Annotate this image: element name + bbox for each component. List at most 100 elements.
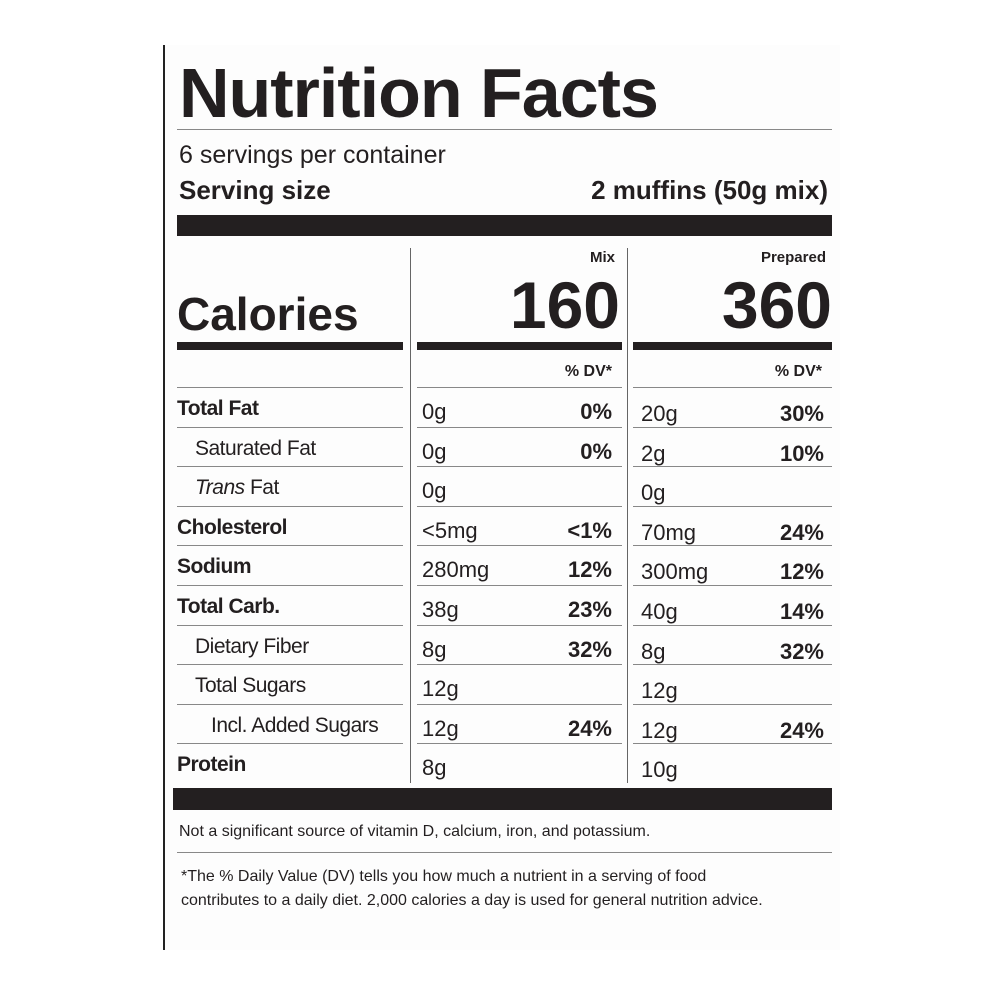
row-rule	[177, 585, 403, 586]
mix-amount: <5mg	[422, 517, 478, 543]
nutrient-name-text: Fat	[244, 476, 279, 500]
row-rule	[417, 585, 622, 586]
prepared-amount: 8g	[641, 638, 666, 664]
title: Nutrition Facts	[179, 54, 659, 132]
row-rule	[633, 703, 832, 705]
nutrient-name-text: Cholesterol	[177, 515, 288, 539]
prepared-amount: 40g	[641, 599, 678, 624]
calories-label: Calories	[177, 288, 359, 340]
nutrient-name-text: Protein	[177, 753, 246, 777]
thick-rule	[177, 215, 832, 236]
mix-dv: <1%	[567, 517, 612, 543]
footnote: Not a significant source of vitamin D, c…	[179, 823, 651, 840]
nutrition-label: Nutrition Facts 6 servings per container…	[163, 45, 840, 950]
serving-size-value: 2 muffins (50g mix)	[591, 175, 828, 205]
row-rule	[633, 585, 832, 586]
row-rule	[177, 624, 403, 626]
mix-dv: 12%	[567, 557, 612, 583]
mix-dv: 24%	[567, 715, 612, 741]
prepared-dv: 24%	[779, 519, 824, 545]
prepared-amount: 10g	[641, 757, 678, 783]
row-rule	[177, 505, 403, 507]
mix-amount: 8g	[422, 636, 447, 662]
nutrient-name: Cholesterol	[177, 515, 288, 540]
row-rule	[417, 545, 622, 547]
mix-amount: 0g	[422, 478, 447, 504]
row-rule	[417, 387, 622, 388]
prepared-amount: 300mg	[641, 559, 709, 585]
row-rule	[417, 743, 622, 745]
row-rule	[417, 703, 622, 705]
calories-prepared: 360	[721, 268, 832, 342]
nutrient-name-text: Total Fat	[177, 397, 259, 420]
nutrient-name: Protein	[177, 753, 246, 777]
prepared-amount: 12g	[641, 678, 678, 704]
prepared-amount: 12g	[641, 717, 678, 743]
mix-amount: 12g	[422, 715, 459, 741]
column-header: Mix	[589, 249, 615, 266]
rule	[177, 852, 832, 853]
prepared-amount: 70mg	[641, 519, 697, 545]
mix-dv: 23%	[567, 597, 612, 622]
row-rule	[177, 664, 403, 666]
nutrient-name: Total Carb.	[177, 595, 280, 619]
dv-header: % DV*	[564, 363, 612, 380]
rule	[177, 342, 403, 350]
nutrient-name-text: Saturated Fat	[195, 436, 316, 460]
nutrient-name: Dietary Fiber	[195, 635, 309, 659]
nutrient-name: Trans Fat	[195, 476, 279, 500]
prepared-dv: 14%	[779, 599, 824, 624]
row-rule	[633, 505, 832, 507]
column-divider	[627, 248, 628, 783]
servings: 6 servings per container	[179, 141, 446, 169]
row-rule	[633, 545, 832, 547]
thick-rule	[173, 788, 832, 810]
column-divider	[410, 248, 411, 783]
row-rule	[417, 426, 622, 428]
prepared-amount: 2g	[641, 440, 666, 466]
nutrient-name-text: Incl. Added Sugars	[211, 713, 379, 737]
row-rule	[633, 624, 832, 626]
mix-amount: 0g	[422, 399, 447, 424]
rule	[633, 342, 832, 350]
row-rule	[633, 387, 832, 388]
nutrient-name-italic: Trans	[195, 476, 245, 500]
rule	[417, 342, 622, 350]
rule	[177, 129, 832, 130]
mix-dv: 0%	[580, 438, 612, 464]
nutrient-name: Saturated Fat	[195, 437, 316, 461]
nutrient-name: Total Sugars	[195, 674, 306, 698]
nutrient-name-text: Total Sugars	[195, 674, 306, 698]
row-rule	[177, 545, 403, 547]
row-rule	[633, 466, 832, 468]
row-rule	[417, 505, 622, 507]
prepared-dv: 24%	[779, 717, 824, 743]
calories-mix: 160	[509, 268, 620, 342]
mix-amount: 0g	[422, 438, 447, 464]
serving-size-label: Serving size	[179, 175, 331, 205]
row-rule	[177, 703, 403, 705]
row-rule	[417, 664, 622, 666]
row-rule	[633, 426, 832, 428]
row-rule	[177, 743, 403, 745]
dv-header: % DV*	[774, 363, 822, 380]
mix-dv: 0%	[580, 399, 612, 424]
prepared-dv: 10%	[779, 440, 824, 466]
nutrient-name: Total Fat	[177, 397, 259, 421]
mix-amount: 38g	[422, 597, 459, 622]
row-rule	[633, 664, 832, 666]
row-rule	[177, 387, 403, 388]
nutrient-name: Sodium	[177, 555, 252, 579]
mix-dv: 32%	[567, 636, 612, 662]
prepared-amount: 0g	[641, 480, 666, 506]
prepared-dv: 12%	[779, 559, 824, 585]
nutrient-name: Incl. Added Sugars	[211, 713, 379, 738]
prepared-dv: 30%	[779, 401, 824, 426]
nutrient-name-text: Sodium	[177, 555, 252, 579]
mix-amount: 280mg	[422, 557, 490, 583]
row-rule	[417, 466, 622, 468]
row-rule	[417, 624, 622, 626]
nutrient-name-text: Dietary Fiber	[195, 634, 309, 658]
prepared-dv: 32%	[779, 638, 824, 664]
